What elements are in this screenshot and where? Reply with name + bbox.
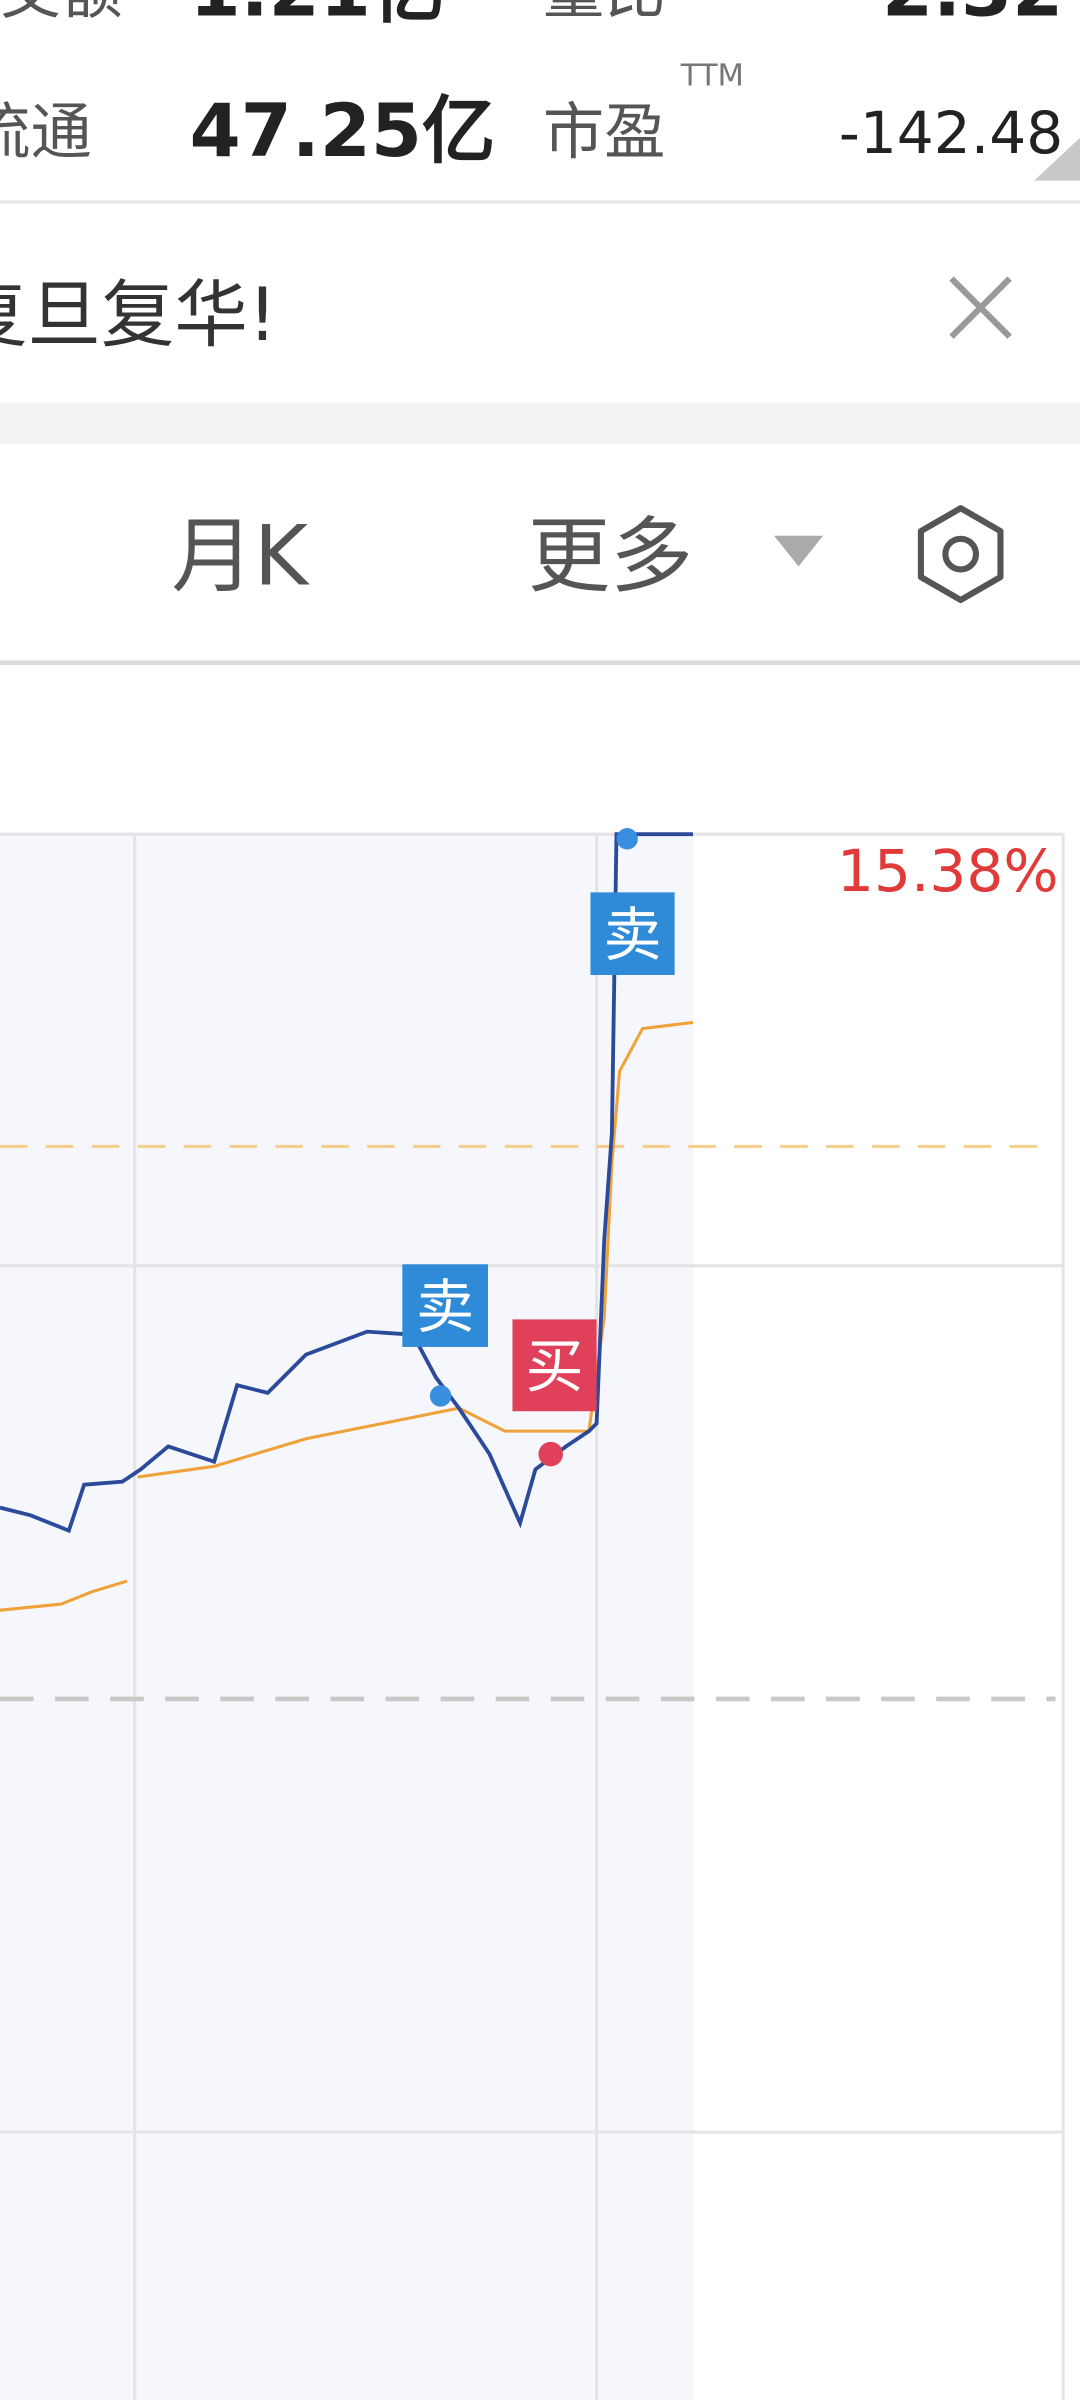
stat-value: 47.25亿 — [190, 89, 496, 174]
marker-label: 卖 — [416, 1273, 474, 1341]
dropdown-arrow[interactable] — [774, 535, 824, 567]
stat-superscript: TTM — [680, 59, 744, 94]
stat-label: 市盈 — [543, 97, 665, 168]
average-line — [0, 1579, 128, 1612]
stat-value: -142.48 — [839, 99, 1063, 167]
stat-value: 1.21亿 — [190, 0, 445, 33]
marker-label: 买 — [525, 1333, 583, 1401]
change-label: 15.38% — [837, 837, 1059, 905]
stat-label: 流通 — [0, 97, 92, 168]
marker-box — [402, 1264, 488, 1347]
close-button[interactable] — [949, 276, 1012, 339]
trade-dot — [538, 1441, 563, 1467]
marker-label: 卖 — [603, 901, 661, 969]
marker-box — [512, 1319, 597, 1412]
settings-button[interactable] — [917, 505, 1004, 604]
marker-box — [590, 892, 675, 975]
average-line — [137, 1020, 694, 1479]
tab[interactable]: 月K — [171, 509, 310, 605]
trade-dot — [616, 828, 638, 850]
stat-label: 成交额 — [0, 0, 122, 27]
stat-label: 量比 — [543, 0, 665, 27]
trade-dot — [429, 1385, 452, 1407]
grid — [0, 832, 1065, 2400]
stat-value: 2.32 — [882, 0, 1063, 33]
chart-shade — [0, 834, 693, 2400]
chart: 15.38% 卖 卖 买 — [0, 828, 1065, 2400]
banner-text: 复旦复华! — [0, 273, 277, 358]
separator — [0, 402, 1080, 444]
tab[interactable]: 更多 — [528, 509, 693, 605]
